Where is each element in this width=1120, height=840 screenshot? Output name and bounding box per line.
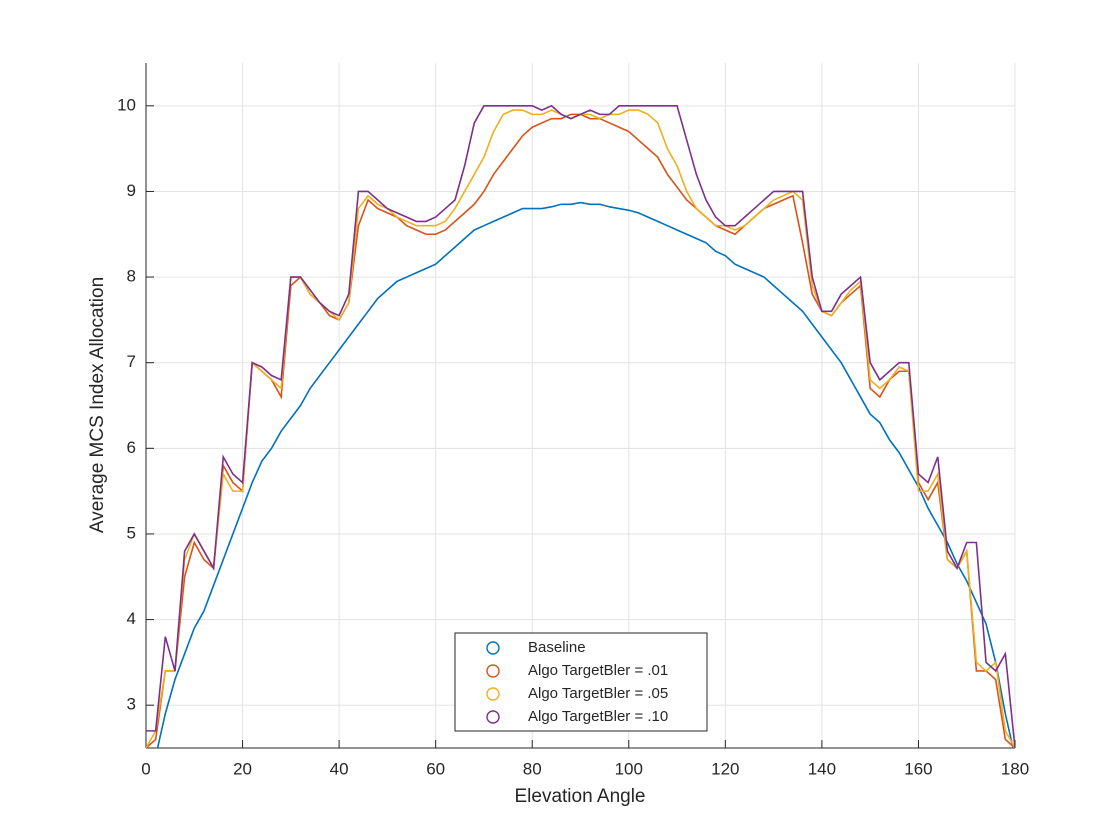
legend-box [454, 632, 708, 732]
y-tick-label: 4 [127, 609, 136, 628]
x-tick-label: 80 [523, 759, 542, 778]
y-tick-label: 6 [127, 438, 136, 457]
y-tick-label: 5 [127, 523, 136, 542]
x-tick-label: 100 [615, 759, 643, 778]
legend-marker [486, 687, 500, 701]
y-tick-label: 8 [127, 267, 136, 286]
x-tick-label: 140 [808, 759, 836, 778]
legend-marker [486, 641, 500, 655]
x-tick-label: 160 [904, 759, 932, 778]
x-tick-label: 180 [1001, 759, 1029, 778]
x-tick-label: 60 [426, 759, 445, 778]
series-line [156, 201, 1014, 748]
plot-area [146, 104, 1015, 748]
x-tick-label: 40 [330, 759, 349, 778]
series-line [146, 104, 1015, 748]
y-tick-label: 10 [117, 95, 136, 114]
legend-marker [486, 710, 500, 724]
x-tick-label: 20 [233, 759, 252, 778]
legend-label: Algo TargetBler = .05 [528, 685, 668, 702]
y-tick-label: 7 [127, 352, 136, 371]
legend-marker [486, 664, 500, 678]
y-axis-label: Average MCS Index Allocation [87, 277, 108, 533]
legend-label: Algo TargetBler = .10 [528, 708, 668, 725]
legend-label: Baseline [528, 639, 586, 656]
x-axis-label: Elevation Angle [515, 786, 646, 807]
x-tick-label: 120 [711, 759, 739, 778]
legend-label: Algo TargetBler = .01 [528, 662, 668, 679]
y-tick-label: 9 [127, 181, 136, 200]
y-tick-label: 3 [127, 695, 136, 714]
x-tick-label: 0 [141, 759, 150, 778]
